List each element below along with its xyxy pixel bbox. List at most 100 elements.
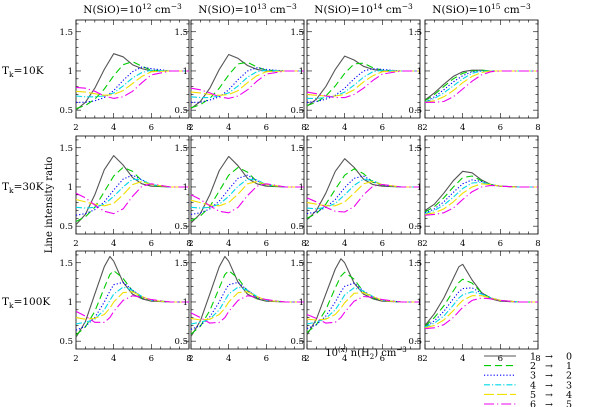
series-line [75, 180, 189, 207]
x-tick-label: 8 [535, 123, 540, 133]
series-line [75, 70, 189, 99]
legend-item: 3 → 2 [484, 371, 572, 382]
x-tick-label: 4 [342, 354, 347, 364]
x-tick-label: 8 [417, 354, 422, 364]
panel: 2 4 6 8 0.5 1 1.5 [174, 250, 307, 364]
series-line [75, 281, 189, 331]
y-tick-label: 1 [417, 183, 422, 193]
x-tick-label: 2 [304, 123, 309, 133]
series-line [424, 297, 538, 330]
y-tick-label: 1.5 [408, 28, 422, 38]
series-line [75, 155, 189, 225]
series-line [190, 183, 304, 214]
series-line [306, 287, 420, 325]
panel: 2 4 6 8 0.5 1 1.5 [290, 250, 423, 364]
x-tick-label: 8 [535, 354, 540, 364]
y-tick-label: 1 [68, 67, 73, 77]
y-tick-label: 1.5 [408, 259, 422, 269]
x-tick-label: 4 [111, 354, 116, 364]
legend-item: 4 → 3 [484, 380, 572, 391]
x-tick-label: 8 [301, 239, 306, 249]
y-tick-label: 0.5 [290, 222, 304, 232]
y-tick-label: 1.5 [59, 28, 73, 38]
x-tick-label: 6 [149, 354, 154, 364]
x-tick-label: 4 [460, 239, 465, 249]
x-tick-label: 6 [264, 239, 269, 249]
legend-arrow-icon: → [545, 400, 553, 407]
legend-arrow-icon: → [545, 361, 553, 372]
column-headers: N(SiO)=1012 cm−3 N(SiO)=1013 cm−3 N(SiO)=1… [83, 2, 531, 16]
legend-arrow-icon: → [545, 380, 553, 391]
column-header: N(SiO)=1013 cm−3 [198, 2, 297, 16]
panel: 2 4 6 8 0.5 1 1.5 [408, 19, 541, 133]
x-tick-label: 6 [498, 123, 503, 133]
legend-lower-level: 1 [566, 361, 572, 372]
x-tick-label: 2 [73, 123, 78, 133]
x-tick-label: 6 [380, 239, 385, 249]
y-tick-label: 0.5 [408, 222, 422, 232]
x-tick-label: 2 [422, 354, 427, 364]
x-tick-label: 8 [186, 123, 191, 133]
panel: 2 4 6 8 0.5 1 1.5 [290, 135, 423, 249]
row-label: Tk=30K [2, 181, 44, 195]
series-line [190, 281, 304, 330]
x-tick-label: 2 [73, 354, 78, 364]
y-tick-label: 0.5 [174, 106, 188, 116]
series-line [424, 175, 538, 213]
y-tick-label: 0.5 [59, 222, 73, 232]
panel: 2 4 6 8 0.5 1 1.5 [59, 19, 192, 133]
series-line [306, 168, 420, 219]
series-line [306, 292, 420, 321]
y-tick-label: 1 [183, 183, 188, 193]
legend-upper-level: 5 [530, 390, 536, 401]
y-tick-label: 1.5 [59, 144, 73, 154]
x-tick-label: 2 [188, 123, 193, 133]
series-line [191, 67, 304, 103]
series-line [424, 179, 538, 214]
y-tick-label: 1.5 [290, 144, 304, 154]
series-line [75, 255, 189, 338]
series-line [306, 258, 420, 336]
panel: 2 4 6 8 0.5 1 1.5 [290, 19, 423, 133]
x-tick-label: 4 [460, 123, 465, 133]
y-tick-label: 0.5 [174, 222, 188, 232]
series-line [75, 69, 189, 98]
panel: 2 4 6 8 0.5 1 1.5 [174, 135, 307, 249]
x-tick-label: 8 [186, 354, 191, 364]
legend-item: 6 → 5 [484, 400, 572, 407]
panel-frame [75, 19, 190, 119]
panel-frame [190, 135, 305, 235]
legend-arrow-icon: → [545, 352, 553, 363]
panel-frame [306, 135, 421, 235]
legend-lower-level: 2 [566, 371, 572, 382]
series-line [424, 170, 538, 211]
y-tick-label: 1.5 [59, 259, 73, 269]
series-line [190, 155, 304, 224]
series-line [424, 278, 538, 327]
series-line [76, 66, 189, 103]
series-line [424, 70, 538, 103]
x-tick-label: 6 [264, 354, 269, 364]
y-tick-label: 0.5 [59, 106, 73, 116]
legend-lower-level: 0 [566, 352, 572, 363]
y-tick-label: 1 [68, 298, 73, 308]
row-labels: Tk=10K Tk=30K Tk=100K [2, 65, 50, 310]
series-line [307, 69, 420, 99]
x-tick-label: 8 [417, 239, 422, 249]
legend-upper-level: 3 [530, 371, 536, 382]
series-line [425, 70, 538, 103]
y-tick-label: 1.5 [408, 144, 422, 154]
x-tick-label: 4 [111, 239, 116, 249]
x-tick-label: 8 [301, 123, 306, 133]
legend-upper-level: 4 [530, 380, 536, 391]
series-line [190, 69, 304, 99]
legend-item: 2 → 1 [484, 361, 572, 372]
series-line [190, 180, 304, 207]
panel-frame [306, 19, 421, 119]
y-tick-label: 1 [183, 67, 188, 77]
series-line [424, 183, 538, 215]
y-tick-label: 1 [299, 67, 304, 77]
series-line [306, 184, 420, 213]
panel-frame [424, 19, 539, 119]
x-tick-label: 6 [498, 354, 503, 364]
